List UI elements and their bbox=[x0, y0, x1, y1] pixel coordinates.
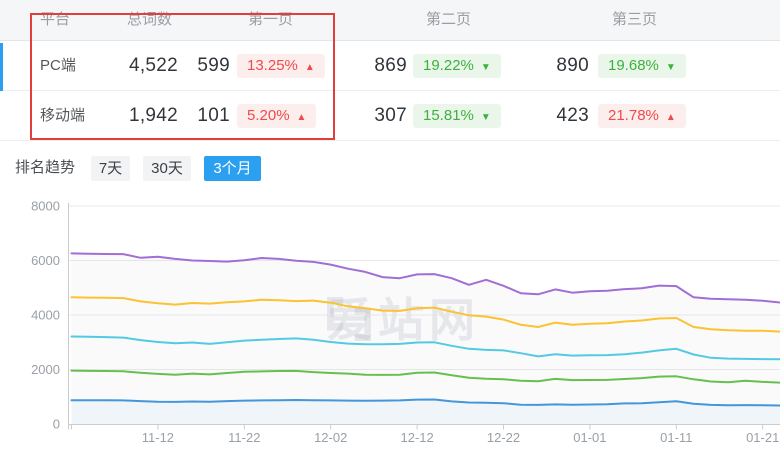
aizhan-logo-icon bbox=[327, 297, 371, 341]
total-words-value: 4,522 bbox=[128, 55, 178, 76]
trend-down-icon: ▼ bbox=[480, 112, 491, 123]
page2-change-badge: 19.22% ▼ bbox=[413, 54, 501, 78]
svg-text:4000: 4000 bbox=[31, 308, 60, 323]
page2-count: 869 bbox=[374, 55, 407, 76]
trend-down-icon: ▼ bbox=[480, 62, 491, 73]
svg-text:01-11: 01-11 bbox=[660, 430, 692, 445]
page3-count: 890 bbox=[556, 55, 589, 76]
rank-trend-toolbar: 排名趋势 7天 30天 3个月 bbox=[0, 141, 780, 195]
page3-change-pct: 19.68% bbox=[608, 57, 659, 74]
table-row-pc[interactable]: PC端 4,522 599 13.25% ▲ 869 19.22% ▼ 890 19… bbox=[0, 41, 780, 91]
svg-text:0: 0 bbox=[53, 417, 60, 432]
trend-lines-svg[interactable]: 0 2000 4000 6000 8000 11-12 11-22 12-02 12-12 12-… bbox=[0, 195, 780, 453]
tab-7days[interactable]: 7天 bbox=[91, 156, 130, 181]
total-words-value: 1,942 bbox=[128, 105, 178, 126]
svg-text:12-22: 12-22 bbox=[487, 430, 520, 445]
page3-change-badge: 21.78% ▲ bbox=[598, 104, 686, 128]
page1-change-badge: 13.25% ▲ bbox=[237, 54, 325, 78]
platform-name: PC端 bbox=[40, 57, 76, 74]
trend-up-icon: ▲ bbox=[304, 62, 315, 73]
header-page1: 第一页 bbox=[248, 11, 294, 28]
rank-trend-label: 排名趋势 bbox=[15, 159, 76, 176]
svg-text:12-02: 12-02 bbox=[314, 430, 347, 445]
platform-name: 移动端 bbox=[40, 107, 86, 124]
page2-change-pct: 15.81% bbox=[423, 107, 474, 124]
watermark-text: 爱站网 bbox=[327, 294, 480, 346]
tab-3months[interactable]: 3个月 bbox=[204, 156, 261, 181]
page3-change-pct: 21.78% bbox=[608, 107, 659, 124]
svg-text:12-12: 12-12 bbox=[400, 430, 433, 445]
header-page2: 第二页 bbox=[426, 11, 472, 28]
aizhan-watermark: 爱站网 bbox=[327, 297, 480, 343]
page3-change-badge: 19.68% ▼ bbox=[598, 54, 686, 78]
active-row-indicator bbox=[0, 43, 3, 91]
svg-text:01-21: 01-21 bbox=[746, 430, 779, 445]
page1-change-pct: 13.25% bbox=[247, 57, 298, 74]
page1-change-pct: 5.20% bbox=[247, 107, 290, 124]
svg-text:2000: 2000 bbox=[31, 362, 60, 377]
page2-change-badge: 15.81% ▼ bbox=[413, 104, 501, 128]
page1-count: 101 bbox=[197, 105, 230, 126]
svg-text:11-22: 11-22 bbox=[228, 430, 260, 445]
tab-30days[interactable]: 30天 bbox=[143, 156, 191, 181]
trend-up-icon: ▲ bbox=[665, 112, 676, 123]
svg-text:11-12: 11-12 bbox=[142, 430, 174, 445]
page1-change-badge: 5.20% ▲ bbox=[237, 104, 317, 128]
trend-up-icon: ▲ bbox=[296, 112, 307, 123]
page1-count: 599 bbox=[197, 55, 230, 76]
table-header-row: 平台 总词数 第一页 第二页 第三页 bbox=[0, 0, 780, 41]
svg-text:6000: 6000 bbox=[31, 253, 60, 268]
svg-text:01-01: 01-01 bbox=[573, 430, 606, 445]
table-row-mobile[interactable]: 移动端 1,942 101 5.20% ▲ 307 15.81% ▼ 423 21.… bbox=[0, 91, 780, 141]
page2-change-pct: 19.22% bbox=[423, 57, 474, 74]
page2-count: 307 bbox=[374, 105, 407, 126]
header-total-words: 总词数 bbox=[127, 11, 173, 28]
rank-trend-chart[interactable]: 爱站网 0 2000 4000 6000 8000 11-12 11-22 12-02 12-1… bbox=[0, 195, 780, 453]
header-page3: 第三页 bbox=[612, 11, 658, 28]
page3-count: 423 bbox=[556, 105, 589, 126]
header-platform: 平台 bbox=[40, 11, 71, 28]
trend-down-icon: ▼ bbox=[665, 62, 676, 73]
svg-text:8000: 8000 bbox=[31, 199, 60, 214]
